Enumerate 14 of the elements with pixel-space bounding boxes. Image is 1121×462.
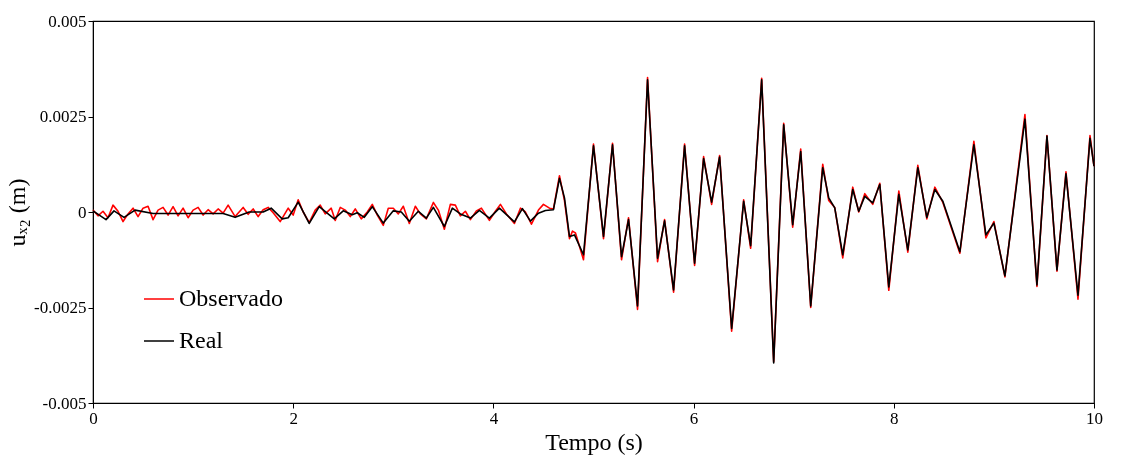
y-tick-label: -0.0025: [34, 298, 87, 317]
y-tick-label: 0.0025: [39, 107, 87, 126]
x-tick-label: 2: [289, 408, 298, 428]
y-tick-label: -0.005: [42, 393, 87, 413]
legend-label: Observado: [179, 285, 283, 311]
x-axis-title: Tempo (s): [545, 428, 643, 455]
x-tick-label: 8: [890, 408, 899, 428]
x-tick-label: 4: [489, 408, 499, 428]
legend-label: Real: [179, 327, 224, 353]
x-tick-label: 6: [689, 408, 699, 428]
y-axis-title: uₓ₂ (m): [4, 178, 31, 247]
y-tick-label: 0.005: [48, 11, 87, 31]
y-tick-label: 0: [78, 202, 87, 222]
x-tick-label: 10: [1086, 408, 1103, 428]
